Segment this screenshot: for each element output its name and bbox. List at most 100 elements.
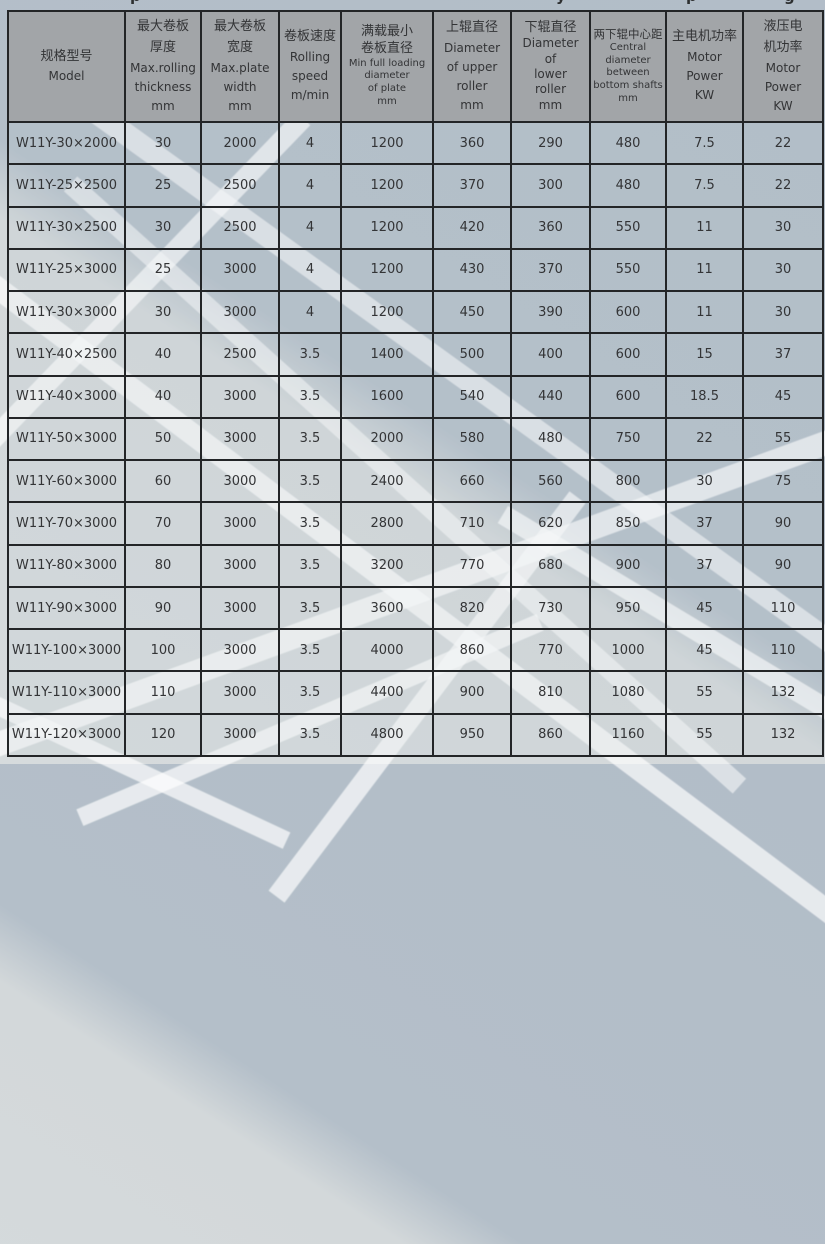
value-cell: 4800 <box>340 712 434 758</box>
value-cell: 4 <box>278 205 342 250</box>
value-cell: 40 <box>124 374 202 419</box>
value-cell: 600 <box>589 332 667 377</box>
value-cell: 430 <box>432 247 512 293</box>
header-line: speed <box>291 69 329 84</box>
value-cell: 370 <box>432 163 512 208</box>
table-row: W11Y-110×3000 110 3000 3.5 4400 900 810 1080 55 1… <box>7 670 824 715</box>
table-row: W11Y-40×3000 40 3000 3.5 1600 540 440 600 18.5 45 <box>7 374 824 419</box>
value-cell: 2800 <box>340 501 434 546</box>
header-line: 机功率 <box>763 39 803 55</box>
col-header-max-width: 最大卷板 宽度 Max.plate width mm <box>200 10 280 123</box>
header-row: 规格型号 Model 最大卷板 厚度 Max.rolling thickness mm 最大卷… <box>7 10 824 123</box>
value-cell: 4 <box>278 290 342 335</box>
value-cell: 3000 <box>200 712 280 758</box>
value-cell: 45 <box>665 585 744 631</box>
value-cell: 110 <box>742 628 824 673</box>
value-cell: 3.5 <box>278 459 342 504</box>
value-cell: 50 <box>124 416 202 462</box>
value-cell: 770 <box>432 543 512 588</box>
header-line: 最大卷板 <box>136 18 189 34</box>
table-row: W11Y-30×2000 30 2000 4 1200 360 290 480 7.5 22 <box>7 120 824 166</box>
header-line: mm <box>460 98 484 113</box>
value-cell: 90 <box>124 585 202 631</box>
value-cell: 420 <box>432 205 512 250</box>
value-cell: 600 <box>589 290 667 335</box>
table-row: W11Y-40×2500 40 2500 3.5 1400 500 400 600 15 37 <box>7 332 824 377</box>
value-cell: 900 <box>589 543 667 588</box>
value-cell: 22 <box>742 120 824 166</box>
value-cell: 90 <box>742 501 824 546</box>
table-row: W11Y-120×3000 120 3000 3.5 4800 950 860 1160 55 1… <box>7 712 824 758</box>
value-cell: 70 <box>124 501 202 546</box>
value-cell: 1080 <box>589 670 667 715</box>
model-cell: W11Y-70×3000 <box>7 501 126 546</box>
model-cell: W11Y-120×3000 <box>7 712 126 758</box>
header-line: 卷板直径 <box>360 40 413 56</box>
header-line: Diameter <box>522 36 579 51</box>
header-line: Central <box>609 41 647 53</box>
col-header-min-diameter: 满载最小 卷板直径 Min full loading diameter of plate… <box>340 10 434 123</box>
value-cell: 75 <box>742 459 824 504</box>
header-line: KW <box>773 98 793 113</box>
model-cell: W11Y-60×3000 <box>7 459 126 504</box>
value-cell: 3000 <box>200 416 280 462</box>
value-cell: 480 <box>589 163 667 208</box>
value-cell: 110 <box>124 670 202 715</box>
value-cell: 3000 <box>200 628 280 673</box>
header-line: 满载最小 <box>360 24 413 40</box>
value-cell: 4 <box>278 120 342 166</box>
value-cell: 480 <box>589 120 667 166</box>
value-cell: 820 <box>432 585 512 631</box>
value-cell: 900 <box>432 670 512 715</box>
col-header-upper-roller: 上辊直径 Diameter of upper roller mm <box>432 10 512 123</box>
value-cell: 22 <box>665 416 744 462</box>
header-line: Motor <box>687 50 722 65</box>
value-cell: 370 <box>510 247 591 293</box>
header-line: 厚度 <box>149 39 176 55</box>
header-line: bottom shafts <box>593 80 663 92</box>
value-cell: 580 <box>432 416 512 462</box>
model-cell: W11Y-30×2000 <box>7 120 126 166</box>
value-cell: 100 <box>124 628 202 673</box>
value-cell: 4400 <box>340 670 434 715</box>
value-cell: 55 <box>742 416 824 462</box>
header-line: Power <box>686 69 723 84</box>
table-row: W11Y-60×3000 60 3000 3.5 2400 660 560 800 30 75 <box>7 459 824 504</box>
value-cell: 120 <box>124 712 202 758</box>
col-header-lower-roller: 下辊直径 Diameter of lower roller mm <box>510 10 591 123</box>
value-cell: 550 <box>589 205 667 250</box>
value-cell: 3200 <box>340 543 434 588</box>
value-cell: 710 <box>432 501 512 546</box>
header-line: 液压电 <box>763 18 803 34</box>
value-cell: 30 <box>124 205 202 250</box>
value-cell: 600 <box>589 374 667 419</box>
model-cell: W11Y-25×3000 <box>7 247 126 293</box>
header-line: 主电机功率 <box>671 29 737 45</box>
model-cell: W11Y-90×3000 <box>7 585 126 631</box>
value-cell: 770 <box>510 628 591 673</box>
header-line: 最大卷板 <box>213 18 266 34</box>
header-line: Max.rolling <box>130 60 196 75</box>
value-cell: 1200 <box>340 290 434 335</box>
value-cell: 3.5 <box>278 712 342 758</box>
header-line: thickness <box>134 79 192 94</box>
value-cell: 90 <box>742 543 824 588</box>
header-line: mm <box>618 93 638 105</box>
header-line: roller <box>456 78 488 93</box>
table-row: W11Y-30×3000 30 3000 4 1200 450 390 600 11 30 <box>7 290 824 335</box>
header-line: Min full loading <box>348 57 426 69</box>
value-cell: 3000 <box>200 290 280 335</box>
table-row: W11Y-90×3000 90 3000 3.5 3600 820 730 950 45 110 <box>7 585 824 631</box>
value-cell: 3.5 <box>278 628 342 673</box>
model-cell: W11Y-40×3000 <box>7 374 126 419</box>
value-cell: 950 <box>432 712 512 758</box>
table-row: W11Y-50×3000 50 3000 3.5 2000 580 480 750 22 55 <box>7 416 824 462</box>
value-cell: 2500 <box>200 205 280 250</box>
header-line: 宽度 <box>226 39 253 55</box>
value-cell: 1600 <box>340 374 434 419</box>
value-cell: 45 <box>742 374 824 419</box>
value-cell: 25 <box>124 247 202 293</box>
clipped-title-fragment: g <box>784 0 794 6</box>
value-cell: 110 <box>742 585 824 631</box>
table-row: W11Y-80×3000 80 3000 3.5 3200 770 680 900 37 90 <box>7 543 824 588</box>
